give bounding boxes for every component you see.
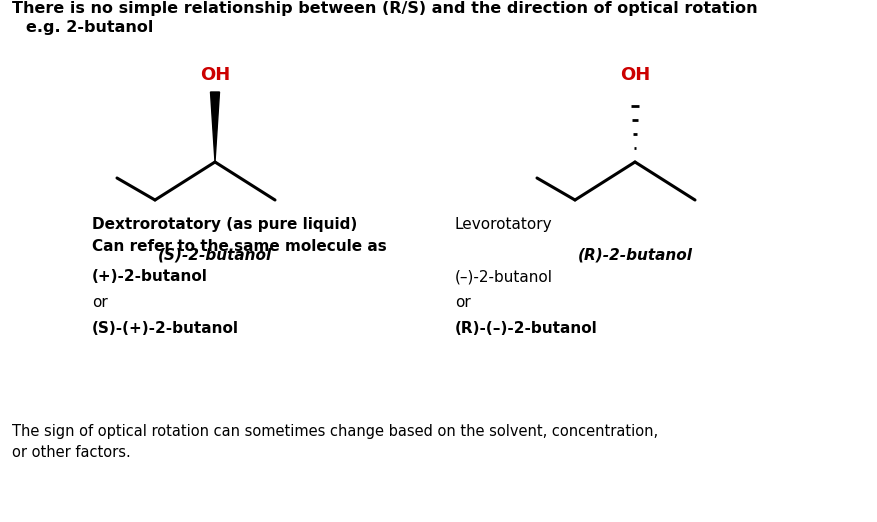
Text: e.g. 2-butanol: e.g. 2-butanol: [26, 20, 153, 35]
Text: (S)-2-butanol: (S)-2-butanol: [158, 247, 272, 262]
Text: There is no simple relationship between (R/S) and the direction of optical rotat: There is no simple relationship between …: [12, 1, 757, 16]
Text: or: or: [92, 295, 108, 310]
Text: or: or: [454, 295, 470, 310]
Text: OH: OH: [200, 66, 230, 84]
Polygon shape: [210, 92, 219, 162]
Text: The sign of optical rotation can sometimes change based on the solvent, concentr: The sign of optical rotation can sometim…: [12, 424, 658, 460]
Text: Can refer to the same molecule as: Can refer to the same molecule as: [92, 239, 386, 254]
Text: (–)-2-butanol: (–)-2-butanol: [454, 269, 553, 284]
Text: Levorotatory: Levorotatory: [454, 217, 552, 232]
Text: (R)-(–)-2-butanol: (R)-(–)-2-butanol: [454, 321, 597, 336]
Text: Dextrorotatory (as pure liquid): Dextrorotatory (as pure liquid): [92, 217, 357, 232]
Text: (+)-2-butanol: (+)-2-butanol: [92, 269, 208, 284]
Text: (R)-2-butanol: (R)-2-butanol: [577, 247, 692, 262]
Text: OH: OH: [619, 66, 649, 84]
Text: (S)-(+)-2-butanol: (S)-(+)-2-butanol: [92, 321, 239, 336]
